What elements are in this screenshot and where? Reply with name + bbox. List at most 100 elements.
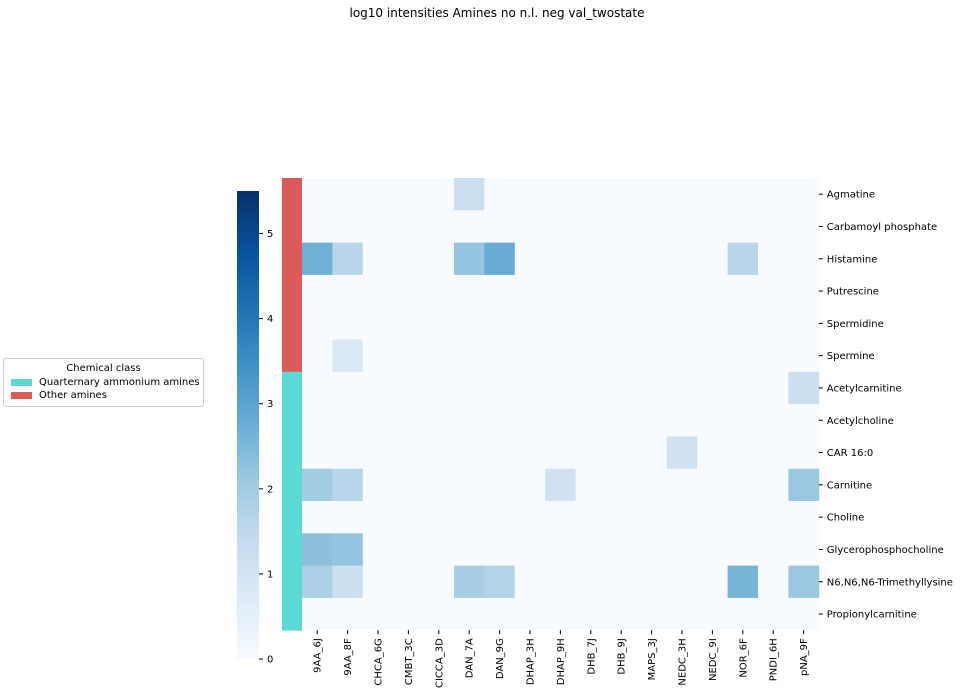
- heatmap-cell: [545, 565, 576, 599]
- heatmap-cell: [636, 404, 668, 437]
- heatmap-cell: [697, 565, 728, 599]
- heatmap-cell: [545, 468, 576, 502]
- heatmap-cell: [514, 597, 546, 631]
- heatmap-cell: [454, 597, 485, 631]
- heatmap-cell: [606, 307, 637, 340]
- column-label: NOR_6F: [738, 638, 749, 678]
- heatmap-cell: [332, 307, 364, 340]
- heatmap-cell: [636, 533, 668, 566]
- heatmap-cell: [302, 404, 333, 437]
- heatmap-cell: [423, 468, 455, 502]
- heatmap-cell: [362, 339, 394, 373]
- heatmap-cell: [454, 242, 485, 276]
- heatmap-cell: [423, 371, 455, 405]
- heatmap-cell: [454, 371, 485, 405]
- heatmap-cell: [393, 210, 424, 243]
- heatmap-cell: [666, 468, 698, 502]
- row-label: Choline: [827, 513, 865, 524]
- heatmap-cell: [666, 597, 698, 631]
- heatmap-cell: [606, 533, 637, 566]
- heatmap-cell: [575, 501, 607, 534]
- heatmap-cell: [302, 533, 333, 566]
- column-label: DHB_9J: [617, 638, 628, 674]
- legend-item-quarternary: Quarternary ammonium amines: [11, 376, 203, 389]
- heatmap-cell: [423, 274, 455, 308]
- heatmap-cell: [302, 307, 333, 340]
- column-label: 9AA_8F: [343, 638, 354, 676]
- heatmap-cell: [575, 242, 607, 276]
- column-label: 9AA_6J: [313, 638, 324, 673]
- heatmap-cell: [423, 242, 455, 276]
- heatmap-cell: [454, 404, 485, 437]
- heatmap-cell: [788, 533, 820, 566]
- row-labels: Agmatine Carbamoyl phosphate Histamine Putr…: [818, 190, 953, 621]
- heatmap-cell: [514, 565, 546, 599]
- heatmap-cell: [423, 307, 455, 340]
- heatmap-cell: [332, 371, 364, 405]
- heatmap-cell: [545, 178, 576, 211]
- heatmap-cell: [545, 501, 576, 534]
- row-label: N6,N6,N6-Trimethyllysine: [827, 577, 953, 588]
- heatmap-cell: [788, 210, 820, 243]
- heatmap-cell: [484, 339, 516, 373]
- heatmap-cell: [606, 436, 637, 470]
- heatmap-cell: [393, 565, 424, 599]
- colorbar-tick-label: 3: [267, 399, 273, 410]
- heatmap-cell: [666, 501, 698, 534]
- heatmap-cell: [636, 501, 668, 534]
- heatmap-cell: [484, 436, 516, 470]
- heatmap-cell: [514, 307, 546, 340]
- row-class-marker: [282, 371, 302, 405]
- heatmap-cell: [606, 210, 637, 243]
- heatmap-cell: [758, 501, 789, 534]
- row-label: Acetylcarnitine: [827, 383, 902, 394]
- legend-swatch: [11, 392, 32, 399]
- heatmap-cell: [697, 339, 728, 373]
- heatmap-cell: [545, 242, 576, 276]
- heatmap-cell: [332, 404, 364, 437]
- heatmap-cell: [332, 436, 364, 470]
- heatmap-cell: [666, 565, 698, 599]
- heatmap-cell: [575, 178, 607, 211]
- heatmap-cell: [484, 307, 516, 340]
- heatmap-cell: [575, 274, 607, 308]
- column-label: DHAP_9H: [556, 638, 567, 685]
- heatmap-cell: [697, 597, 728, 631]
- heatmap-cell: [758, 307, 789, 340]
- class-color-strip: [282, 178, 302, 631]
- heatmap-cell: [514, 533, 546, 566]
- heatmap-cell: [727, 178, 759, 211]
- heatmap-cell: [362, 274, 394, 308]
- row-label: CAR 16:0: [827, 448, 873, 459]
- heatmap-cell: [514, 404, 546, 437]
- heatmap-cell: [484, 501, 516, 534]
- heatmap-cell: [454, 533, 485, 566]
- column-label: MAPS_3J: [647, 638, 658, 680]
- heatmap-cell: [454, 274, 485, 308]
- heatmap-cell: [666, 242, 698, 276]
- row-class-marker: [282, 436, 302, 470]
- row-class-marker: [282, 533, 302, 566]
- heatmap-cell: [332, 533, 364, 566]
- heatmap-cell: [332, 178, 364, 211]
- heatmap-cell: [484, 533, 516, 566]
- heatmap-cell: [788, 436, 820, 470]
- heatmap-cell: [636, 242, 668, 276]
- chart-title: log10 intensities Amines no n.l. neg val…: [350, 6, 645, 20]
- heatmap-cell: [727, 242, 759, 276]
- heatmap-cell: [332, 501, 364, 534]
- column-label: CICCA_3D: [434, 638, 445, 688]
- heatmap-cell: [393, 274, 424, 308]
- heatmap-cell: [514, 178, 546, 211]
- heatmap-cell: [332, 242, 364, 276]
- heatmap-cell: [514, 210, 546, 243]
- heatmap-cell: [758, 274, 789, 308]
- heatmap-cell: [362, 533, 394, 566]
- heatmap-cell: [302, 242, 333, 276]
- heatmap-cell: [697, 404, 728, 437]
- heatmap-cell: [393, 339, 424, 373]
- heatmap-cell: [393, 501, 424, 534]
- heatmap-cell: [788, 178, 820, 211]
- colorbar-tick-label: 2: [267, 484, 273, 495]
- row-class-marker: [282, 178, 302, 211]
